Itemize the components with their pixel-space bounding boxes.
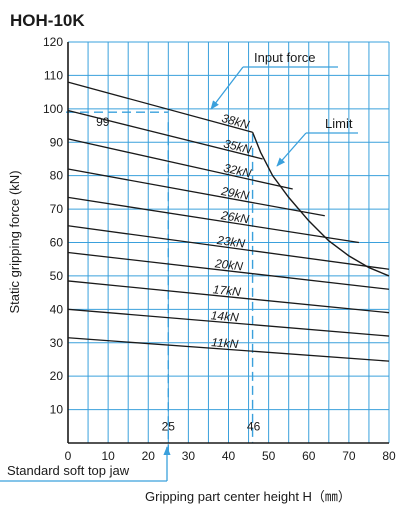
x-tick-label: 60 (302, 449, 316, 463)
limit-arrow (276, 132, 307, 167)
chart-title: HOH-10K (10, 11, 85, 30)
y-axis-title: Static gripping force (kN) (7, 170, 22, 313)
series-label: 38kN (220, 111, 251, 132)
input-force-arrow (210, 66, 244, 110)
series-line-38kN (67, 81, 253, 133)
value-99-label: 99 (96, 115, 110, 129)
y-tick-label: 80 (50, 169, 64, 183)
soft-jaw-label: Standard soft top jaw (7, 463, 130, 478)
series-line-35kN (67, 109, 263, 160)
x-axis-title: Gripping part center height H（㎜） (145, 489, 351, 504)
y-tick-label: 10 (50, 403, 64, 417)
series-label: 11kN (211, 335, 239, 351)
input-force-label: Input force (254, 50, 315, 65)
series-lines (67, 81, 390, 362)
x-tick-label: 0 (65, 449, 72, 463)
y-tick-label: 30 (50, 336, 64, 350)
y-tick-label: 90 (50, 135, 64, 149)
limit-curve (251, 131, 390, 277)
series-line-23kN (67, 225, 390, 270)
x-tick-label: 20 (142, 449, 156, 463)
x-tick-label: 10 (101, 449, 115, 463)
series-line-32kN (67, 138, 293, 190)
y-tick-label: 110 (44, 68, 63, 82)
limit-label: Limit (325, 116, 353, 131)
reference-lines (66, 111, 254, 455)
mark-25-label: 25 (162, 419, 176, 433)
series-line-11kN (67, 337, 390, 362)
limit-curve-group (251, 131, 390, 277)
series-label: 14kN (210, 308, 239, 324)
series-line-20kN (67, 251, 390, 290)
y-tick-label: 20 (50, 369, 64, 383)
y-tick-label: 60 (50, 236, 64, 250)
x-tick-labels: 0 10 20 30 40 50 60 70 80 (65, 449, 396, 463)
series-label: 29kN (219, 184, 250, 203)
series-line-14kN (67, 308, 390, 337)
series-line-29kN (67, 168, 325, 217)
series-label: 23kN (215, 233, 246, 251)
x-tick-label: 40 (222, 449, 236, 463)
series-label: 26kN (219, 208, 250, 226)
annotations: 99 25 46 Input force Limit Standard soft top … (0, 50, 358, 482)
y-tick-labels: 10 20 30 40 50 60 70 80 90 100 110 120 (43, 35, 63, 417)
x-tick-label: 50 (262, 449, 276, 463)
y-tick-label: 100 (43, 102, 63, 116)
y-tick-label: 70 (50, 202, 64, 216)
series-line-26kN (67, 196, 360, 244)
y-tick-label: 40 (50, 302, 64, 316)
x-tick-label: 80 (382, 449, 396, 463)
x-tick-label: 70 (342, 449, 356, 463)
series-label: 32kN (222, 161, 253, 181)
mark-46-label: 46 (247, 419, 261, 433)
series-labels: 38kN 35kN 32kN 29kN 26kN 23kN 20kN 17kN 14kN 11kN (210, 111, 253, 351)
series-label: 35kN (222, 136, 253, 156)
series-label: 20kN (213, 256, 244, 273)
y-tick-label: 120 (43, 35, 63, 49)
chart-grid (68, 41, 390, 443)
series-label: 17kN (212, 282, 242, 299)
chart-axes (67, 42, 389, 444)
x-tick-label: 30 (182, 449, 196, 463)
y-tick-label: 50 (50, 269, 64, 283)
series-line-17kN (67, 280, 390, 314)
